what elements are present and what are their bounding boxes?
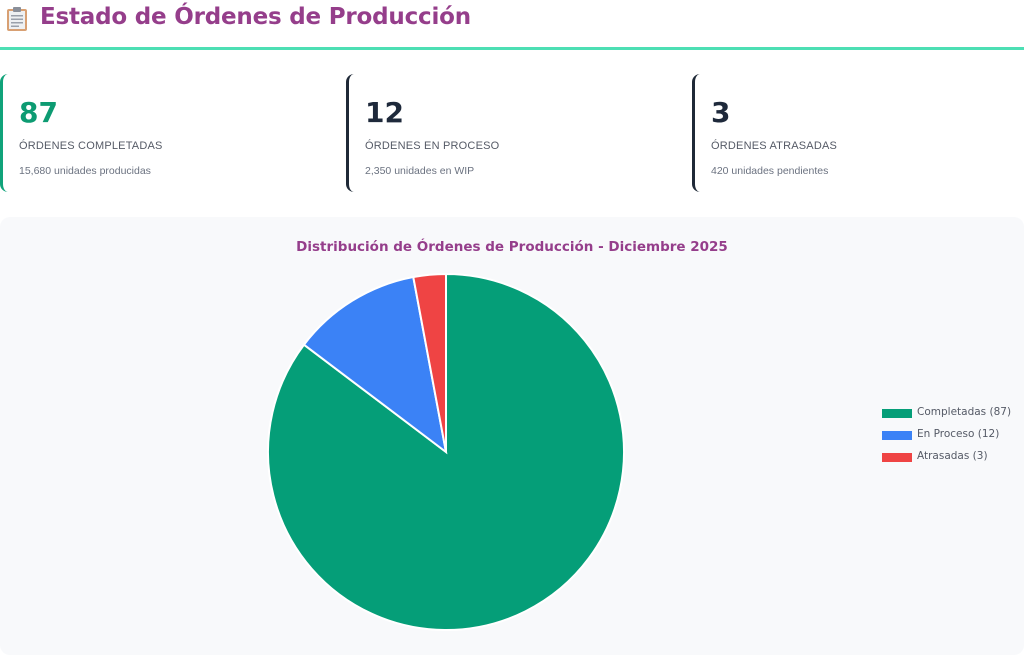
legend-label: En Proceso (12) <box>917 428 1000 440</box>
legend-item[interactable]: En Proceso (12) <box>882 428 1024 450</box>
summary-cards: 87 ÓRDENES COMPLETADAS 15,680 unidades p… <box>0 74 1024 194</box>
page-title: Estado de Órdenes de Producción <box>40 4 471 30</box>
chart-panel: Distribución de Órdenes de Producción - … <box>0 217 1024 655</box>
legend-swatch <box>882 409 912 418</box>
legend-item[interactable]: Completadas (87) <box>882 406 1024 428</box>
card-label: ÓRDENES EN PROCESO <box>365 140 500 152</box>
card-value: 12 <box>365 96 404 129</box>
card-label: ÓRDENES COMPLETADAS <box>19 140 163 152</box>
card-value: 3 <box>711 96 731 129</box>
card-label: ÓRDENES ATRASADAS <box>711 140 838 152</box>
pie-slice-en-proceso[interactable] <box>302 275 448 455</box>
legend-swatch <box>882 453 912 462</box>
legend-label: Completadas (87) <box>917 406 1012 418</box>
card-subtext: 15,680 unidades producidas <box>19 165 151 177</box>
page-header: Estado de Órdenes de Producción <box>0 0 1024 50</box>
pie-slice-atrasadas[interactable] <box>412 272 447 453</box>
chart-legend: Completadas (87) En Proceso (12) Atrasadas… <box>882 406 1024 472</box>
card-completed-orders: 87 ÓRDENES COMPLETADAS 15,680 unidades p… <box>0 74 330 192</box>
legend-label: Atrasadas (3) <box>917 450 988 462</box>
card-subtext: 420 unidades pendientes <box>711 165 829 177</box>
clipboard-icon <box>7 7 27 31</box>
chart-title: Distribución de Órdenes de Producción - … <box>296 239 728 255</box>
card-value: 87 <box>19 96 58 129</box>
legend-swatch <box>882 431 912 440</box>
legend-item[interactable]: Atrasadas (3) <box>882 450 1024 472</box>
card-subtext: 2,350 unidades en WIP <box>365 165 475 177</box>
card-delayed-orders: 3 ÓRDENES ATRASADAS 420 unidades pendien… <box>692 74 1022 192</box>
pie-chart <box>267 272 625 631</box>
card-in-process-orders: 12 ÓRDENES EN PROCESO 2,350 unidades en … <box>346 74 676 192</box>
